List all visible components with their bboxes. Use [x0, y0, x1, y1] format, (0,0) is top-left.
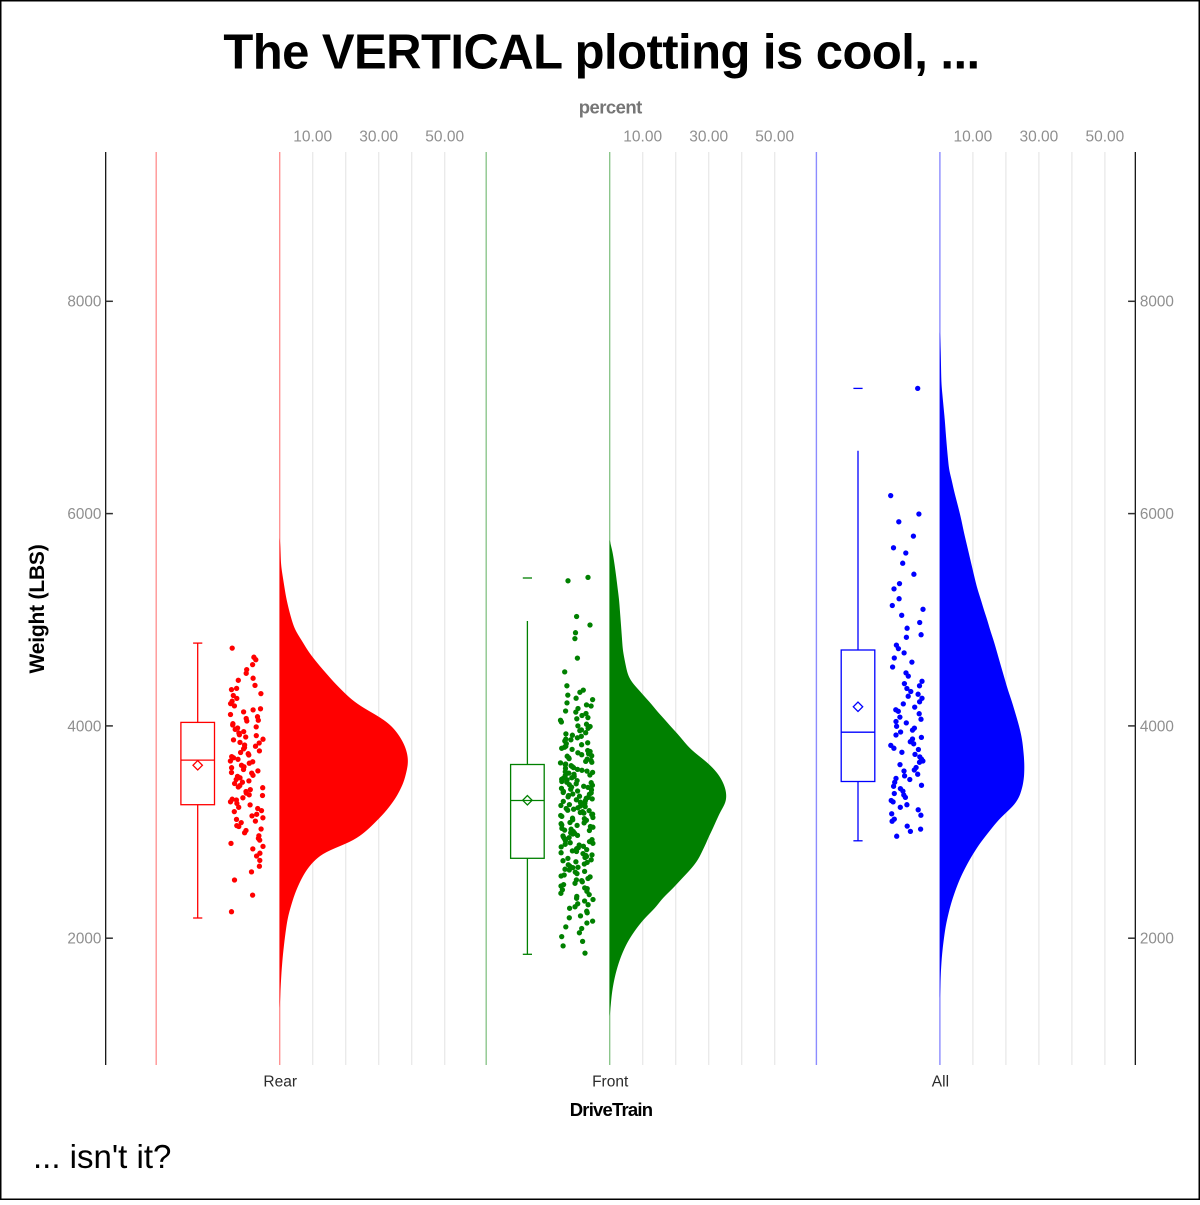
svg-text:DriveTrain: DriveTrain: [570, 1099, 653, 1120]
svg-text:6000: 6000: [67, 506, 101, 523]
svg-text:Weight (LBS): Weight (LBS): [26, 544, 49, 673]
svg-text:Rear: Rear: [263, 1073, 297, 1090]
svg-text:2000: 2000: [1140, 931, 1174, 948]
svg-text:2000: 2000: [67, 931, 101, 948]
svg-text:... isn't it?: ... isn't it?: [33, 1138, 171, 1175]
svg-text:10.00: 10.00: [623, 129, 662, 146]
svg-text:10.00: 10.00: [954, 129, 993, 146]
svg-text:30.00: 30.00: [689, 129, 728, 146]
svg-text:50.00: 50.00: [755, 129, 794, 146]
svg-text:30.00: 30.00: [1020, 129, 1059, 146]
svg-text:4000: 4000: [1140, 718, 1174, 735]
svg-text:percent: percent: [579, 96, 642, 117]
svg-text:The VERTICAL plotting is cool,: The VERTICAL plotting is cool, ...: [223, 26, 979, 80]
svg-text:50.00: 50.00: [425, 129, 464, 146]
svg-text:6000: 6000: [1140, 506, 1174, 523]
svg-text:8000: 8000: [1140, 294, 1174, 311]
svg-text:10.00: 10.00: [293, 129, 332, 146]
svg-text:Front: Front: [592, 1073, 629, 1090]
svg-text:All: All: [932, 1073, 949, 1090]
svg-text:30.00: 30.00: [359, 129, 398, 146]
svg-text:50.00: 50.00: [1086, 129, 1125, 146]
svg-text:8000: 8000: [67, 294, 101, 311]
svg-text:4000: 4000: [67, 718, 101, 735]
